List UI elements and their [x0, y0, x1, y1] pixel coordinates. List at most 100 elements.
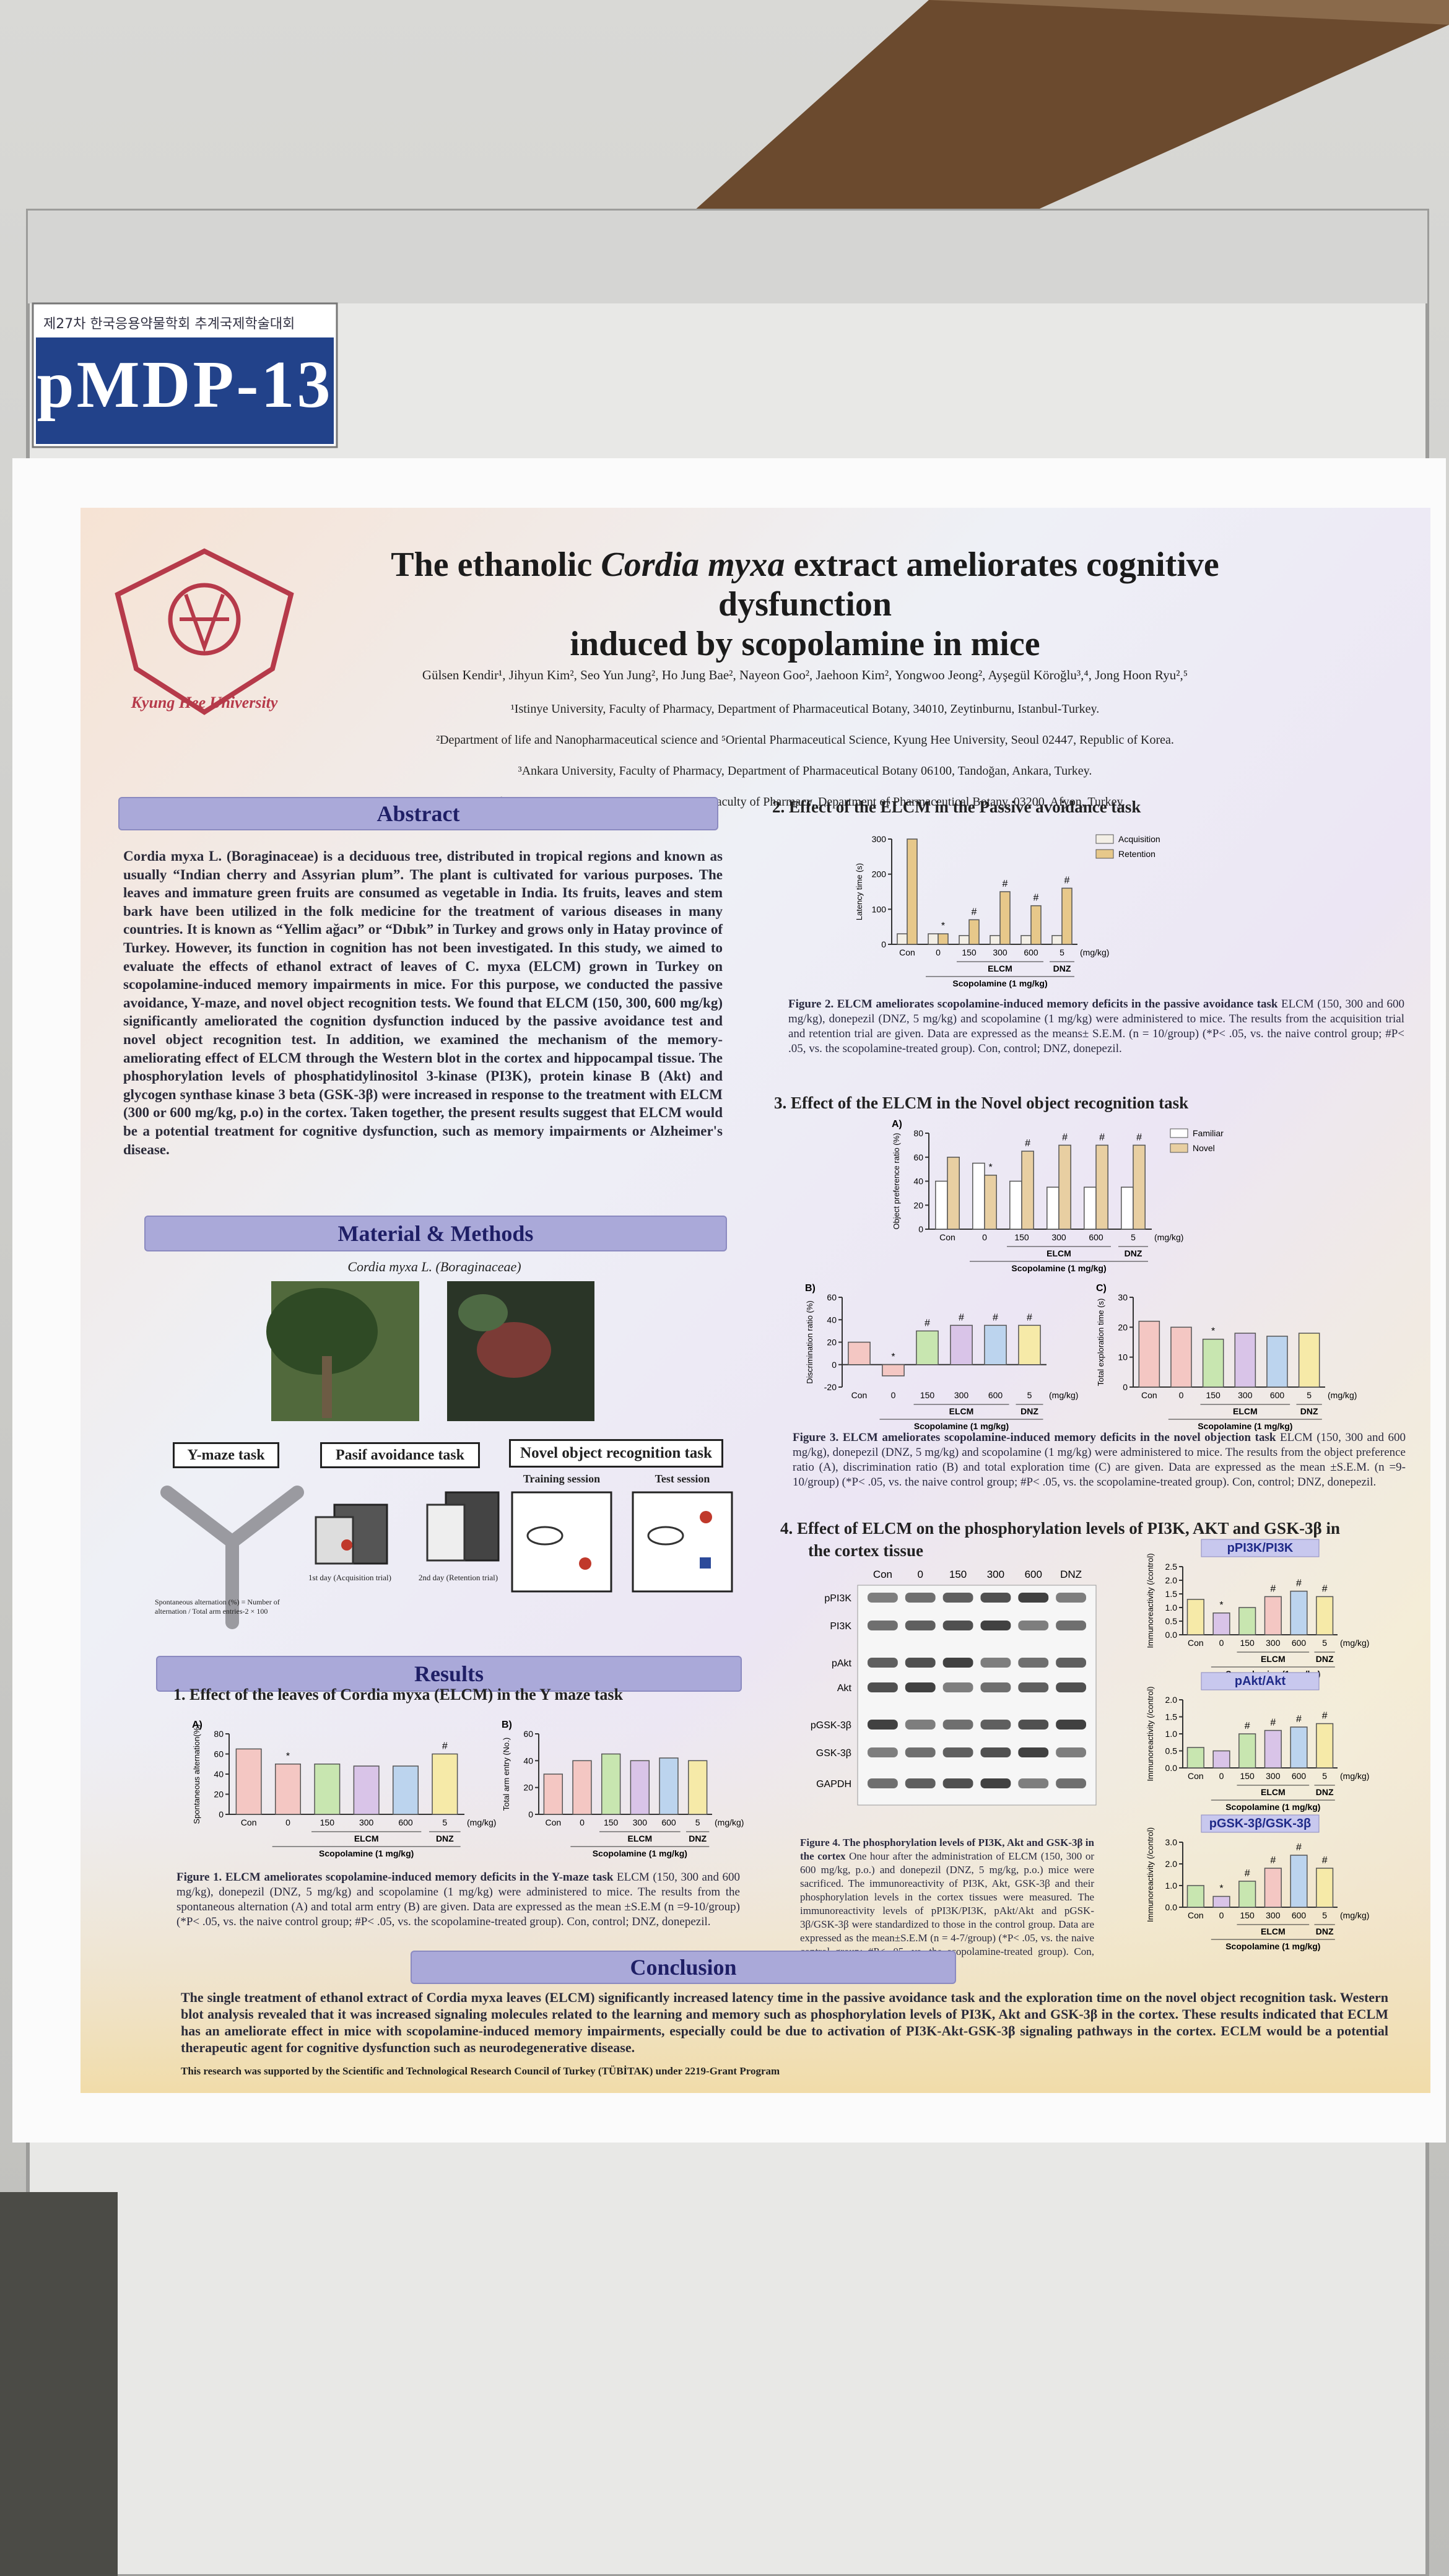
bar — [353, 1765, 380, 1815]
bar — [1021, 1151, 1034, 1230]
unit-label: (mg/kg) — [1049, 1390, 1078, 1400]
bar — [1186, 1747, 1204, 1769]
blot-band — [1018, 1593, 1049, 1603]
bar — [235, 1748, 262, 1815]
x-tick-label: 600 — [398, 1817, 413, 1827]
x-tick-label: 0 — [1219, 1910, 1224, 1920]
x-tick-label: 0 — [1219, 1638, 1224, 1648]
group-label: DNZ — [1053, 964, 1071, 973]
figure-caption: Figure 4. The phosphorylation levels of … — [800, 1836, 1094, 1972]
heading-line: the cortex tissue — [808, 1541, 923, 1560]
blot-band — [905, 1682, 936, 1692]
bar — [1266, 1336, 1288, 1388]
x-tick-label: 300 — [993, 947, 1007, 957]
title-line: induced by scopolamine in mice — [570, 625, 1040, 663]
bar — [882, 1364, 905, 1377]
plant-caption: Cordia myxa L. (Boraginaceae) — [347, 1259, 521, 1274]
funding-note: This research was supported by the Scien… — [181, 2065, 780, 2077]
bar — [1290, 1590, 1308, 1635]
y-tick-label: 10 — [1118, 1352, 1128, 1362]
x-tick-label: 300 — [633, 1817, 648, 1827]
blot-band — [942, 1720, 973, 1730]
significance-mark: # — [1270, 1718, 1276, 1728]
blot-band — [942, 1658, 973, 1668]
bar — [1186, 1599, 1204, 1635]
bar — [968, 919, 980, 945]
y-tick-label: 300 — [872, 834, 887, 844]
x-tick-label: 0 — [982, 1232, 987, 1242]
blot-band — [942, 1747, 973, 1757]
photo-foliage — [266, 1288, 378, 1375]
blot-band — [1056, 1593, 1086, 1603]
blot-band — [905, 1720, 936, 1730]
caption-body: ELCM (150, 300 and 600 mg/kg), donepezil… — [793, 1431, 1406, 1489]
section-heading: Conclusion — [411, 1951, 956, 1984]
blot-band — [980, 1720, 1011, 1730]
group-label: DNZ — [1316, 1926, 1334, 1936]
title-part: The ethanolic — [391, 546, 593, 584]
x-tick-label: 5 — [1322, 1638, 1327, 1648]
bar — [1020, 935, 1032, 945]
bar — [1264, 1868, 1282, 1908]
bar — [1238, 1607, 1256, 1635]
x-tick-label: 600 — [988, 1390, 1003, 1400]
significance-mark: * — [988, 1162, 992, 1173]
y-tick-label: 0.5 — [1165, 1616, 1178, 1626]
blot-lane-label: Con — [873, 1569, 892, 1580]
significance-mark: # — [959, 1312, 964, 1323]
y-tick-label: 20 — [913, 1200, 923, 1210]
university-logo — [115, 548, 294, 715]
x-tick-label: Con — [1188, 1771, 1204, 1781]
blot-row-label: pAkt — [832, 1658, 852, 1669]
blot-lane-label: 0 — [918, 1569, 923, 1580]
x-tick-label: 150 — [1014, 1232, 1029, 1242]
bar — [984, 1325, 1007, 1365]
blot-band — [1018, 1778, 1049, 1788]
y-tick-label: 1.5 — [1165, 1589, 1178, 1599]
bar — [601, 1753, 621, 1815]
x-axis-label: Scopolamine (1 mg/kg) — [1225, 1802, 1320, 1812]
group-label: DNZ — [1020, 1406, 1038, 1416]
blot-lane-label: DNZ — [1060, 1569, 1082, 1580]
significance-mark: # — [1027, 1312, 1032, 1323]
object-novel — [700, 1557, 711, 1569]
x-tick-label: Con — [1141, 1390, 1157, 1400]
x-axis-label: Scopolamine (1 mg/kg) — [593, 1848, 687, 1858]
y-tick-label: 0 — [918, 1224, 923, 1234]
figure-caption: Figure 1. ELCM ameliorates scopolamine-i… — [176, 1870, 740, 1930]
x-tick-label: Con — [1188, 1638, 1204, 1648]
blot-band — [868, 1720, 898, 1730]
group-label: ELCM — [1046, 1248, 1071, 1258]
mouse-test — [647, 1526, 684, 1546]
blot-band — [905, 1658, 936, 1668]
y-axis-label: Total arm entry (No.) — [502, 1738, 511, 1811]
y-tick-label: 60 — [827, 1292, 837, 1302]
caption-body: ELCM (150, 300 and 600 mg/kg), donepezil… — [788, 998, 1405, 1055]
bar — [1009, 1180, 1022, 1230]
event-label: 제27차 한국응용약물학회 추계국제학술대회 — [43, 316, 295, 332]
significance-mark: # — [1270, 1855, 1276, 1866]
y-tick-label: 0.0 — [1165, 1630, 1178, 1640]
ceiling-beam — [687, 0, 1449, 217]
blot-band — [980, 1682, 1011, 1692]
significance-mark: # — [1033, 893, 1039, 903]
method-label: Pasif avoidance task — [320, 1442, 480, 1468]
blot-band — [1018, 1658, 1049, 1668]
bar — [972, 1162, 985, 1230]
mouse-icon — [341, 1539, 352, 1551]
significance-mark: # — [442, 1741, 448, 1752]
heading-line: 4. Effect of ELCM on the phosphorylation… — [780, 1519, 1341, 1538]
ymaze-formula: Spontaneous alternation (%) = Number of … — [155, 1598, 280, 1616]
figure-caption: Figure 3. ELCM ameliorates scopolamine-i… — [793, 1430, 1406, 1490]
x-tick-label: 300 — [1238, 1390, 1253, 1400]
bar — [897, 933, 908, 945]
y-tick-label: 30 — [1118, 1292, 1128, 1302]
group-label: DNZ — [689, 1834, 707, 1843]
x-tick-label: Con — [851, 1390, 868, 1400]
unit-label: (mg/kg) — [715, 1817, 744, 1827]
y-tick-label: 1.0 — [1165, 1729, 1178, 1739]
bar — [950, 1325, 973, 1365]
bar — [1316, 1868, 1334, 1908]
